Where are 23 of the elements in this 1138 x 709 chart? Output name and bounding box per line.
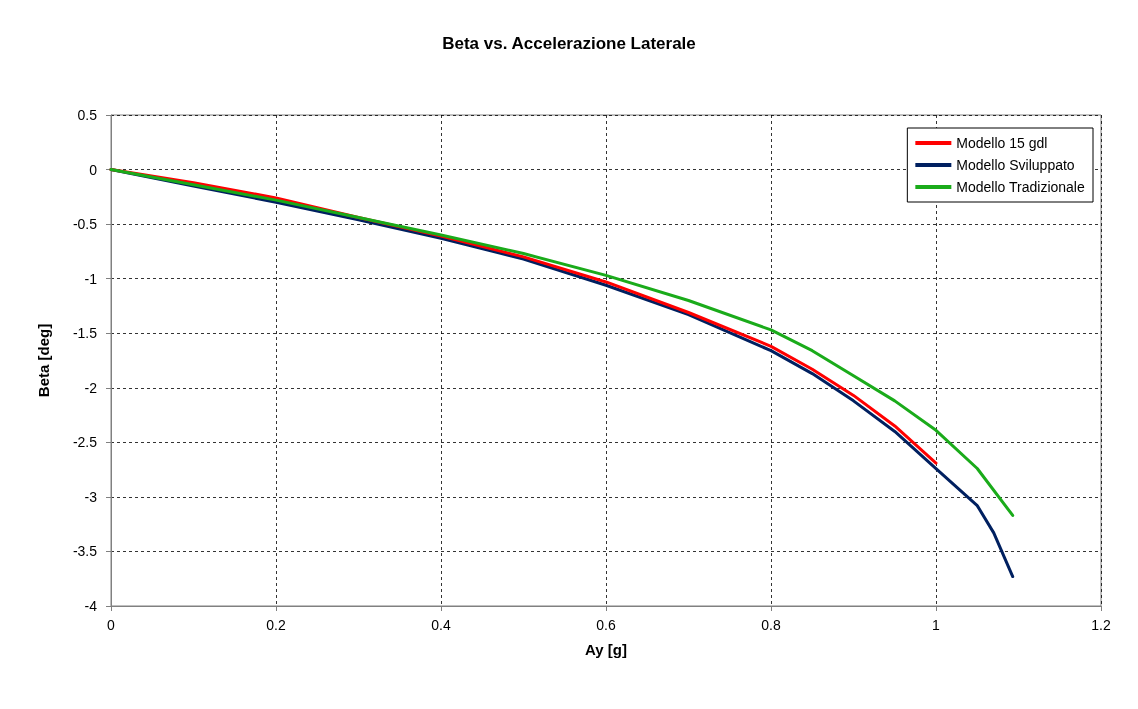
y-tick-label: -0.5	[72, 216, 98, 233]
x-tick-label: 1	[932, 617, 941, 633]
legend-label: Modello 15 gdl	[956, 135, 1048, 151]
y-tick-label: 0.5	[77, 107, 98, 123]
legend-label: Modello Tradizionale	[956, 179, 1085, 195]
x-tick-label: 1.2	[1091, 617, 1111, 633]
x-tick-label: 0.6	[596, 617, 616, 633]
y-tick-label: -4	[84, 598, 98, 614]
y-axis-title: Beta [deg]	[35, 323, 52, 398]
y-tick-label: -2.5	[72, 434, 98, 451]
y-tick-label: -1.5	[72, 325, 98, 342]
y-tick-label: -1	[84, 270, 98, 287]
y-tick-label: -3.5	[72, 543, 98, 560]
x-axis-title: Ay [g]	[585, 641, 627, 658]
x-tick-label: 0.4	[431, 617, 451, 633]
x-tick-label: 0	[107, 617, 116, 633]
x-tick-label: 0.8	[761, 617, 781, 633]
x-tick-label: 0.2	[266, 617, 286, 633]
y-tick-label: -2	[84, 379, 98, 396]
chart-title: Beta vs. Accelerazione Laterale	[442, 34, 696, 53]
y-tick-label: -3	[84, 488, 98, 505]
legend-label: Modello Sviluppato	[956, 157, 1075, 173]
y-tick-label: 0	[89, 161, 98, 178]
